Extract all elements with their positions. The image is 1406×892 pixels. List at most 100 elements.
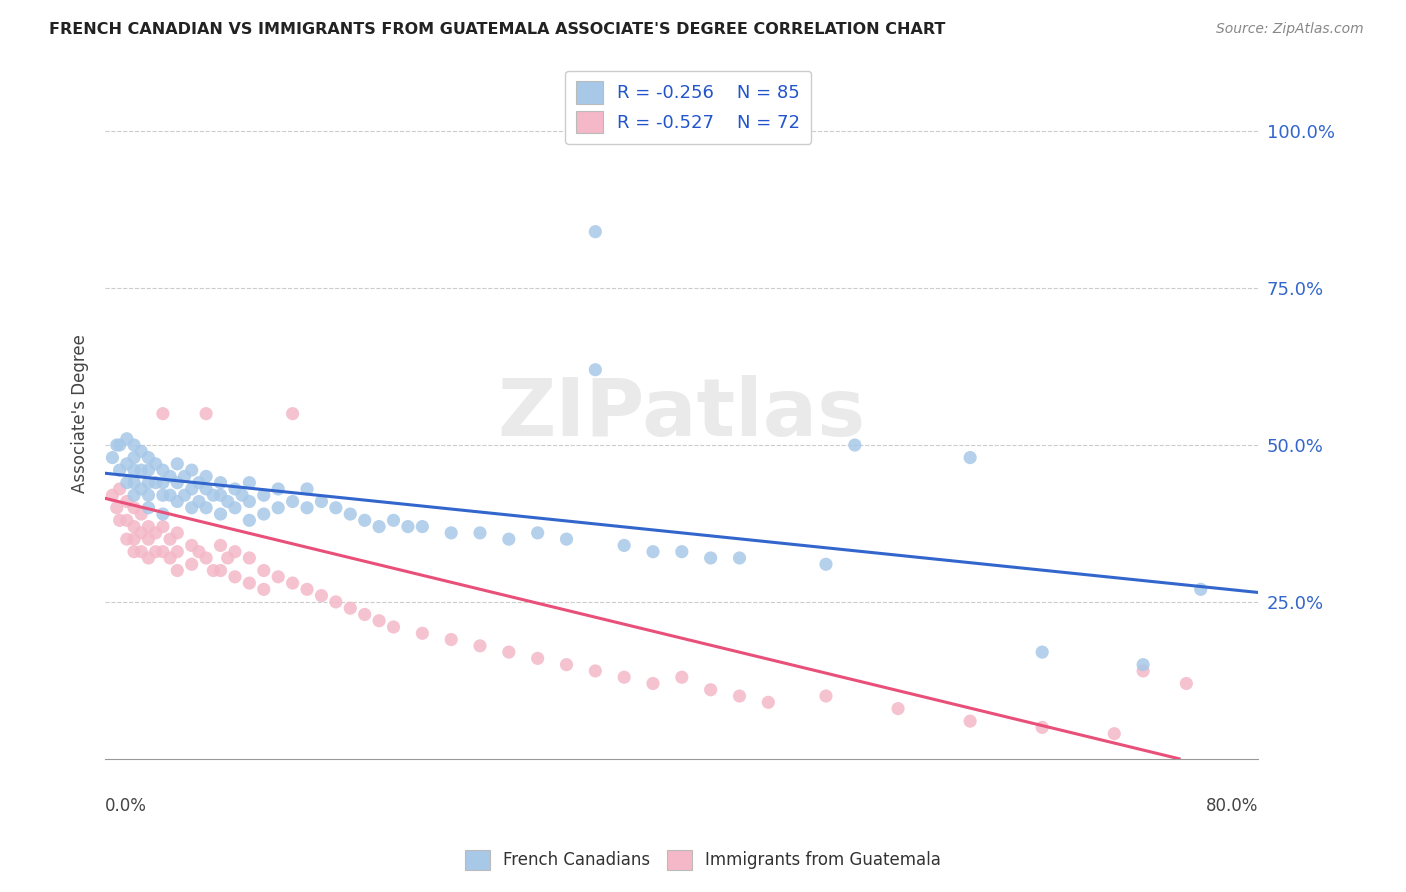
- Point: [699, 682, 721, 697]
- Point: [209, 488, 232, 502]
- Point: [224, 482, 246, 496]
- Point: [411, 626, 433, 640]
- Point: [238, 475, 260, 490]
- Point: [152, 519, 174, 533]
- Point: [267, 500, 290, 515]
- Point: [187, 494, 209, 508]
- Point: [325, 500, 347, 515]
- Legend: R = -0.256    N = 85, R = -0.527    N = 72: R = -0.256 N = 85, R = -0.527 N = 72: [565, 70, 811, 144]
- Point: [583, 225, 606, 239]
- Point: [159, 532, 181, 546]
- Point: [641, 676, 664, 690]
- Point: [468, 639, 491, 653]
- Point: [145, 525, 167, 540]
- Point: [641, 545, 664, 559]
- Point: [122, 500, 145, 515]
- Point: [583, 664, 606, 678]
- Y-axis label: Associate's Degree: Associate's Degree: [72, 334, 89, 493]
- Point: [311, 589, 333, 603]
- Point: [756, 695, 779, 709]
- Point: [129, 525, 152, 540]
- Point: [814, 558, 837, 572]
- Point: [1175, 676, 1198, 690]
- Point: [217, 494, 239, 508]
- Point: [959, 450, 981, 465]
- Point: [253, 564, 276, 578]
- Text: 0.0%: 0.0%: [105, 797, 148, 814]
- Point: [295, 582, 318, 597]
- Point: [138, 488, 160, 502]
- Text: FRENCH CANADIAN VS IMMIGRANTS FROM GUATEMALA ASSOCIATE'S DEGREE CORRELATION CHAR: FRENCH CANADIAN VS IMMIGRANTS FROM GUATE…: [49, 22, 946, 37]
- Point: [368, 614, 391, 628]
- Point: [108, 463, 131, 477]
- Point: [129, 444, 152, 458]
- Point: [267, 482, 290, 496]
- Point: [1031, 720, 1053, 734]
- Point: [180, 538, 202, 552]
- Point: [217, 551, 239, 566]
- Point: [152, 545, 174, 559]
- Point: [138, 500, 160, 515]
- Point: [526, 525, 548, 540]
- Text: Source: ZipAtlas.com: Source: ZipAtlas.com: [1216, 22, 1364, 37]
- Point: [195, 407, 218, 421]
- Point: [195, 551, 218, 566]
- Point: [728, 689, 751, 703]
- Point: [180, 558, 202, 572]
- Point: [671, 670, 693, 684]
- Point: [281, 494, 304, 508]
- Point: [195, 500, 218, 515]
- Point: [959, 714, 981, 728]
- Text: ZIPatlas: ZIPatlas: [498, 375, 866, 452]
- Point: [145, 475, 167, 490]
- Point: [209, 475, 232, 490]
- Point: [166, 494, 188, 508]
- Point: [122, 519, 145, 533]
- Text: 80.0%: 80.0%: [1206, 797, 1258, 814]
- Point: [195, 469, 218, 483]
- Point: [382, 620, 405, 634]
- Point: [295, 482, 318, 496]
- Point: [253, 507, 276, 521]
- Point: [115, 457, 138, 471]
- Point: [224, 500, 246, 515]
- Point: [209, 507, 232, 521]
- Point: [152, 488, 174, 502]
- Point: [166, 457, 188, 471]
- Point: [468, 525, 491, 540]
- Point: [159, 469, 181, 483]
- Point: [105, 438, 128, 452]
- Point: [166, 525, 188, 540]
- Point: [138, 475, 160, 490]
- Point: [108, 438, 131, 452]
- Point: [115, 494, 138, 508]
- Point: [166, 475, 188, 490]
- Point: [1104, 727, 1126, 741]
- Point: [115, 432, 138, 446]
- Point: [498, 532, 520, 546]
- Point: [129, 463, 152, 477]
- Point: [699, 551, 721, 566]
- Point: [138, 463, 160, 477]
- Point: [887, 701, 910, 715]
- Point: [122, 475, 145, 490]
- Point: [368, 519, 391, 533]
- Point: [1031, 645, 1053, 659]
- Point: [267, 570, 290, 584]
- Point: [159, 488, 181, 502]
- Point: [202, 564, 225, 578]
- Point: [166, 564, 188, 578]
- Point: [138, 551, 160, 566]
- Point: [209, 564, 232, 578]
- Point: [209, 538, 232, 552]
- Point: [122, 545, 145, 559]
- Point: [129, 482, 152, 496]
- Point: [173, 488, 195, 502]
- Point: [339, 507, 361, 521]
- Point: [152, 475, 174, 490]
- Legend: French Canadians, Immigrants from Guatemala: French Canadians, Immigrants from Guatem…: [458, 843, 948, 877]
- Point: [353, 513, 375, 527]
- Point: [187, 545, 209, 559]
- Point: [728, 551, 751, 566]
- Point: [159, 551, 181, 566]
